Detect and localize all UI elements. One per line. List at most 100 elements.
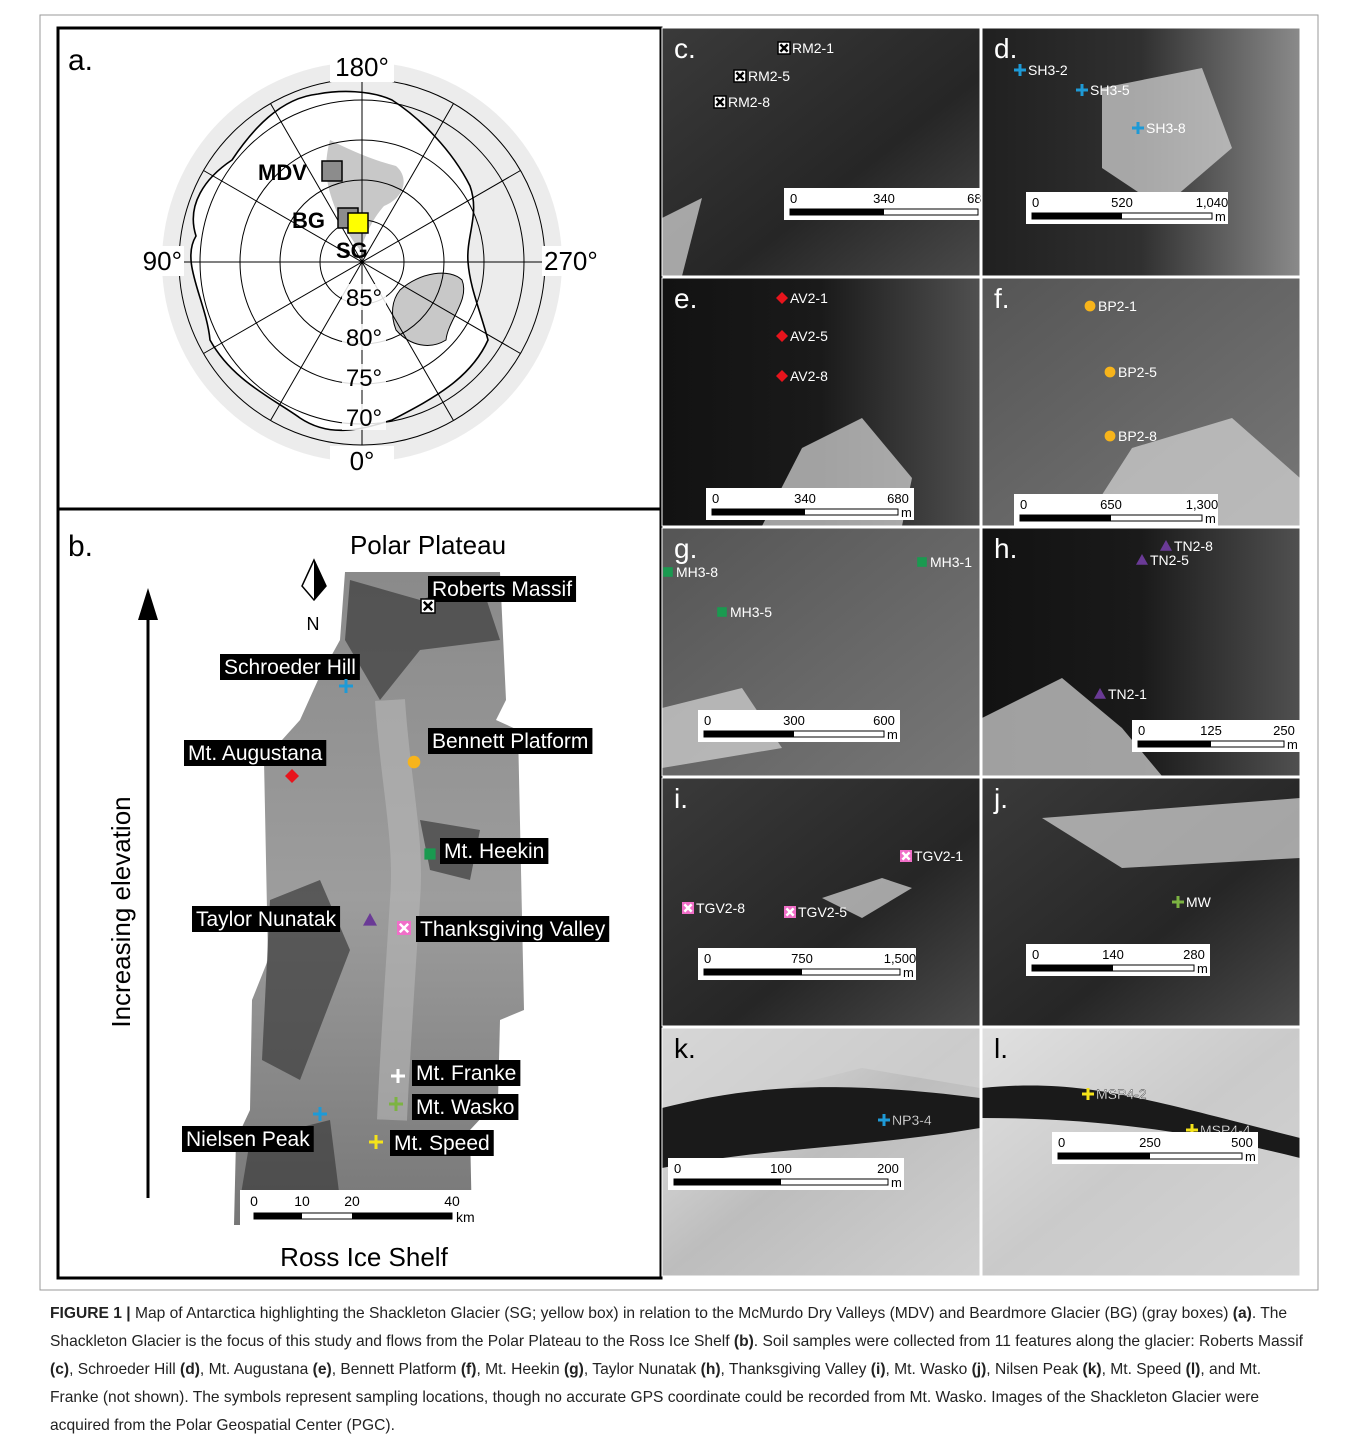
region-label: SG: [336, 238, 368, 263]
caption-text: , Mt. Speed: [1102, 1361, 1186, 1378]
feature-label: Mt. Heekin: [444, 840, 544, 863]
region-box: [348, 213, 368, 233]
caption-text: , Mt. Augustana: [200, 1361, 313, 1378]
photo-panel: j.MW0140280m: [982, 778, 1300, 1026]
scale-tick-label: 300: [783, 713, 805, 728]
marker: [1105, 367, 1116, 378]
caption-text: (h): [701, 1361, 721, 1378]
sample-label: SH3-2: [1028, 62, 1068, 78]
photo: [662, 28, 980, 276]
longitude-label: 270°: [544, 246, 598, 276]
caption-text: , Taylor Nunatak: [584, 1361, 701, 1378]
feature-label: Mt. Augustana: [188, 742, 323, 765]
photo-panels: c.RM2-1RM2-5RM2-80340680md.SH3-2SH3-5SH3…: [662, 28, 1300, 1276]
latitude-label: 85°: [346, 285, 382, 312]
caption-text: (l): [1186, 1361, 1201, 1378]
caption-text: (c): [50, 1361, 69, 1378]
photo-panel: k.NP3-40100200m: [662, 1028, 980, 1276]
scale-bar-fill: [790, 209, 884, 215]
north-label: N: [307, 614, 320, 634]
caption-text: , Schroeder Hill: [69, 1361, 180, 1378]
scale-bar-fill: [674, 1179, 781, 1185]
panel-label: h.: [994, 533, 1017, 564]
caption-text: (d): [180, 1361, 200, 1378]
caption-text: (k): [1083, 1361, 1102, 1378]
feature-label: Roberts Massif: [432, 578, 572, 601]
scale-tick-label: 125: [1200, 723, 1222, 738]
scale-bar-fill: [1032, 965, 1113, 971]
scale-tick-label: 680: [887, 491, 909, 506]
caption-text: (e): [313, 1361, 332, 1378]
scale-tick-label: 600: [873, 713, 895, 728]
scale-tick-label: 0: [704, 713, 711, 728]
scale-tick-label: 750: [791, 951, 813, 966]
scale-bar-fill: [704, 969, 802, 975]
scale-unit: m: [901, 505, 912, 520]
marker: [1105, 431, 1116, 442]
panel-label: d.: [994, 33, 1017, 64]
scale-tick-label: 250: [1139, 1135, 1161, 1150]
longitude-label: 90°: [143, 246, 182, 276]
feature-label: Mt. Franke: [416, 1062, 516, 1085]
feature-label: Nielsen Peak: [186, 1128, 310, 1151]
scale-tick-label: 0: [1032, 947, 1039, 962]
sample-label: TGV2-8: [696, 900, 745, 916]
panel-label: c.: [674, 33, 696, 64]
scale-bar-fill: [712, 509, 805, 515]
caption: FIGURE 1 | Map of Antarctica highlightin…: [50, 1300, 1312, 1440]
scale-unit: m: [1245, 1149, 1256, 1164]
marker: [717, 607, 727, 617]
scale-unit: m: [887, 727, 898, 742]
scale-bar-fill: [1032, 213, 1122, 219]
sample-label: MW: [1186, 894, 1212, 910]
sample-label: TGV2-1: [914, 848, 963, 864]
sample-label: MH3-5: [730, 604, 772, 620]
scale-tick-label: 280: [1183, 947, 1205, 962]
scale-unit: m: [1205, 511, 1216, 526]
scale-tick-label: 0: [1138, 723, 1145, 738]
sample-label: TN2-5: [1150, 552, 1189, 568]
scale-tick-label: 140: [1102, 947, 1124, 962]
scale-tick-label: 0: [674, 1161, 681, 1176]
photo-panel: l.MSP4-2MSP4-40250500m: [982, 1028, 1300, 1276]
feature-label: Mt. Speed: [394, 1132, 490, 1155]
latitude-label: 75°: [346, 365, 382, 392]
caption-text: (j): [972, 1361, 987, 1378]
scale-tick-label: 40: [444, 1193, 460, 1209]
scale-tick-label: 650: [1100, 497, 1122, 512]
marker: [408, 756, 421, 769]
panel-label: k.: [674, 1033, 696, 1064]
scale-tick-label: 520: [1111, 195, 1133, 210]
panel-label: j.: [993, 783, 1008, 814]
scale-tick-label: 100: [770, 1161, 792, 1176]
sample-label: RM2-1: [792, 40, 834, 56]
bottom-label: Ross Ice Shelf: [280, 1242, 448, 1272]
caption-text: FIGURE 1 |: [50, 1305, 131, 1322]
scale-tick-label: 500: [1231, 1135, 1253, 1150]
scale-tick-label: 10: [294, 1193, 310, 1209]
panel-label: g.: [674, 533, 697, 564]
caption-text: (b): [734, 1333, 754, 1350]
sample-label: SH3-5: [1090, 82, 1130, 98]
feature-label: Taylor Nunatak: [196, 908, 337, 931]
sample-label: NP3-4: [892, 1112, 932, 1128]
caption-text: (f): [461, 1361, 477, 1378]
marker: [1085, 301, 1096, 312]
scale-tick-label: 340: [873, 191, 895, 206]
scale-tick-label: 340: [794, 491, 816, 506]
latitude-label: 80°: [346, 325, 382, 352]
feature-label: Bennett Platform: [432, 730, 588, 753]
sample-label: AV2-5: [790, 328, 828, 344]
scale-tick-label: 1,300: [1186, 497, 1219, 512]
caption-text: (g): [564, 1361, 584, 1378]
caption-text: Map of Antarctica highlighting the Shack…: [131, 1305, 1233, 1322]
region-label: BG: [292, 208, 325, 233]
sample-label: MSP4-2: [1096, 1086, 1147, 1102]
sample-label: BP2-5: [1118, 364, 1157, 380]
scale-tick-label: 0: [790, 191, 797, 206]
photo-panel: e.AV2-1AV2-5AV2-80340680m: [662, 278, 980, 526]
